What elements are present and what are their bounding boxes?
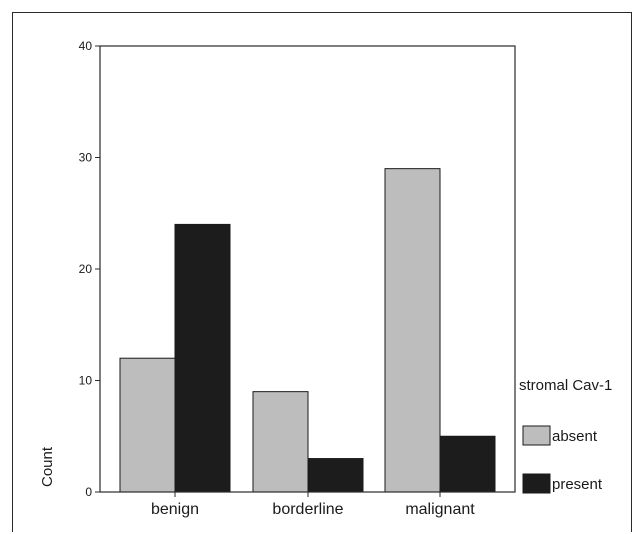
- legend-title: stromal Cav-1: [519, 377, 612, 394]
- bar-benign-present: [174, 223, 231, 493]
- y-tick-label: 20: [79, 262, 93, 276]
- frame-left-border: [12, 12, 13, 532]
- frame-top-border: [12, 12, 632, 13]
- legend-swatch-absent: [522, 425, 551, 446]
- y-tick-label: 40: [79, 39, 93, 53]
- bar-malignant-absent: [384, 168, 441, 493]
- legend-label-present: present: [552, 476, 603, 493]
- bar-malignant-present: [439, 435, 496, 493]
- legend: absent present: [522, 425, 603, 494]
- y-axis-ticks: 0 10 20 30 40: [79, 39, 100, 499]
- x-tick-label-borderline: borderline: [272, 501, 343, 518]
- x-axis-ticks: benign borderline malignant: [151, 492, 475, 518]
- bar-borderline-absent: [252, 391, 309, 493]
- legend-label-absent: absent: [552, 428, 598, 445]
- x-tick-label-benign: benign: [151, 501, 199, 518]
- y-tick-label: 30: [79, 151, 93, 165]
- y-tick-label: 10: [79, 374, 93, 388]
- y-axis-label: Count: [39, 446, 56, 487]
- y-tick-label: 0: [85, 485, 92, 499]
- x-tick-label-malignant: malignant: [405, 501, 475, 518]
- legend-swatch-present: [522, 473, 551, 494]
- bar-benign-absent: [119, 357, 176, 493]
- frame-right-border: [631, 12, 632, 532]
- bars-layer: [119, 168, 496, 493]
- bar-borderline-present: [307, 458, 364, 493]
